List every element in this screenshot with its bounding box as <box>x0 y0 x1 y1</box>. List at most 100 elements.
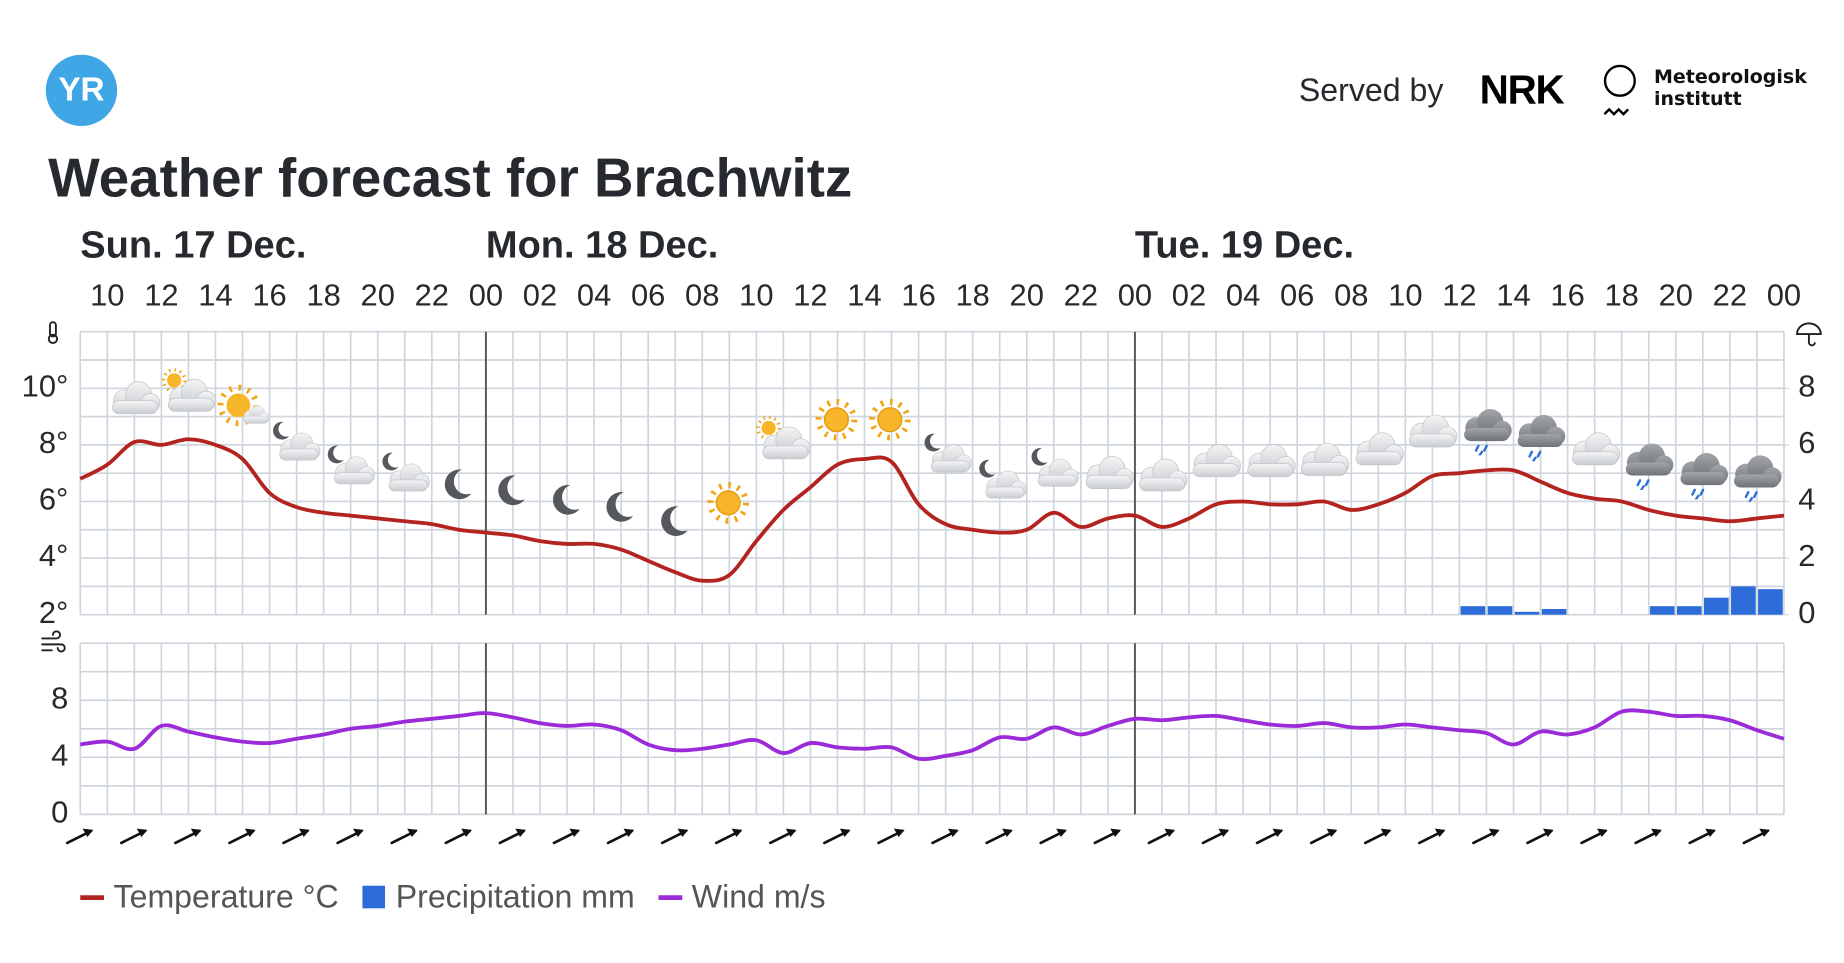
wind-arrow <box>1093 827 1123 845</box>
x-tick-label: 12 <box>793 277 827 312</box>
weather-symbol <box>1248 445 1296 477</box>
partner-name[interactable]: Meteorologisk institutt <box>1654 66 1807 110</box>
weather-symbol <box>1681 453 1729 499</box>
x-tick-label: 16 <box>1550 277 1584 312</box>
logo[interactable]: YR <box>58 71 104 108</box>
wind-arrow <box>768 827 798 845</box>
wind-arrow <box>1634 827 1664 845</box>
y2-tick-label: 4 <box>1798 482 1815 517</box>
x-tick-label: 10 <box>1388 277 1422 312</box>
y2-tick-label: 6 <box>1798 425 1815 460</box>
umbrella-icon <box>1796 322 1822 347</box>
wind-arrow <box>1472 827 1501 845</box>
wind-arrow <box>985 827 1015 845</box>
wind-arrow <box>498 827 528 845</box>
wind-arrow <box>336 827 366 845</box>
weather-symbol <box>1626 443 1674 489</box>
wind-arrow <box>606 827 636 845</box>
x-tick-label: 00 <box>1118 277 1152 312</box>
x-tick-label: 10 <box>739 277 773 312</box>
day-label: Mon. 18 Dec. <box>486 224 718 266</box>
y2-tick-label: 8 <box>1798 368 1815 403</box>
x-tick-label: 12 <box>1442 277 1476 312</box>
served-by: Served by <box>1299 72 1444 108</box>
y-tick-label: 6° <box>39 482 69 517</box>
weather-symbol <box>1193 445 1241 477</box>
weather-symbol <box>1734 455 1782 501</box>
x-tick-label: 22 <box>1064 277 1098 312</box>
y2-tick-label: 2 <box>1798 538 1815 573</box>
x-tick-label: 16 <box>252 277 286 312</box>
x-tick-label: 04 <box>577 277 611 312</box>
x-tick-label: 18 <box>1604 277 1638 312</box>
weather-symbol <box>112 382 160 414</box>
met-logo-wave <box>1603 107 1630 116</box>
wind-arrow <box>228 827 257 845</box>
met-logo <box>1603 64 1636 97</box>
series-line <box>79 437 1785 583</box>
x-tick-label: 20 <box>1659 277 1693 312</box>
wind-arrow <box>660 827 690 845</box>
weather-symbol <box>163 370 215 412</box>
x-tick-label: 00 <box>469 277 503 312</box>
wind-arrow <box>1363 827 1393 845</box>
wind-arrow <box>1526 827 1555 845</box>
weather-symbol <box>1086 457 1134 489</box>
wind-arrow <box>1147 827 1177 845</box>
weather-symbol <box>1140 459 1188 491</box>
partner-logo[interactable]: NRK <box>1480 66 1566 112</box>
x-tick-label: 20 <box>361 277 395 312</box>
y-tick-label: 8° <box>39 425 69 460</box>
legend-label: Wind m/s <box>692 878 826 914</box>
wind-arrow <box>714 827 744 845</box>
wind-arrow <box>552 827 582 845</box>
weather-symbol <box>1301 443 1349 475</box>
x-tick-label: 22 <box>415 277 449 312</box>
wind-arrow <box>1418 827 1447 845</box>
y3-tick-label: 0 <box>51 795 68 830</box>
grid <box>79 330 1785 816</box>
day-label: Tue. 19 Dec. <box>1135 224 1354 266</box>
x-tick-label: 02 <box>523 277 557 312</box>
wind-arrow <box>174 827 203 845</box>
thermometer-icon <box>47 321 59 344</box>
wind-arrow <box>65 827 95 845</box>
wind-arrow <box>1742 827 1772 845</box>
wind-arrow <box>444 827 474 845</box>
x-tick-label: 00 <box>1767 277 1801 312</box>
x-tick-label: 20 <box>1010 277 1044 312</box>
weather-symbol <box>979 460 1026 498</box>
x-tick-label: 18 <box>955 277 989 312</box>
y3-tick-label: 4 <box>51 737 68 772</box>
weather-symbol <box>606 492 634 522</box>
precip-bar <box>1460 606 1486 615</box>
weather-symbol <box>872 402 908 438</box>
logo-circle <box>45 54 118 127</box>
precip-bar <box>1649 606 1675 615</box>
y-tick-label: 4° <box>39 538 69 573</box>
weather-symbol <box>1572 433 1620 465</box>
weather-symbol <box>1409 415 1457 447</box>
x-tick-label: 08 <box>685 277 719 312</box>
day-label: Sun. 17 Dec. <box>80 224 306 266</box>
y-tick-label: 2° <box>39 595 69 630</box>
wind-arrow <box>877 827 906 845</box>
wind-arrow <box>1580 827 1610 845</box>
wind-icon <box>41 630 66 653</box>
wind-arrow <box>390 827 420 845</box>
x-tick-label: 08 <box>1334 277 1368 312</box>
weather-symbol <box>925 434 972 472</box>
x-tick-label: 06 <box>631 277 665 312</box>
legend-label: Temperature °C <box>114 878 339 914</box>
wind-arrow <box>931 827 961 845</box>
wind-arrow <box>1255 827 1285 845</box>
wind-arrow <box>1309 827 1339 845</box>
wind-arrow <box>1039 827 1069 845</box>
precip-bar <box>1704 597 1729 615</box>
y3-tick-label: 8 <box>51 680 68 715</box>
weather-symbol <box>382 453 429 491</box>
y-tick-label: 10° <box>22 368 69 403</box>
